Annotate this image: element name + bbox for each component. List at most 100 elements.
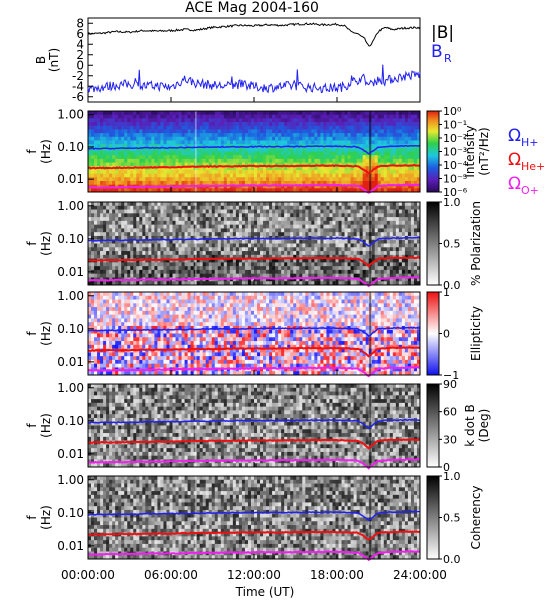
colorbar-tick-label: 0.5	[443, 512, 461, 525]
gyrofrequency-h-line	[87, 326, 421, 338]
y-axis-unit: (Hz)	[39, 231, 53, 256]
y-tick-label: 0.01	[57, 265, 84, 279]
panel-polarization: 1.00 0.10 0.01 f (Hz) 1.0 0.5 0.0 % Polarization	[25, 196, 483, 292]
colorbar-tick-label: 10⁻¹	[443, 119, 467, 132]
gyrofrequency-he-line	[87, 438, 421, 450]
colorbar-tick-label: 90	[443, 378, 457, 391]
colorbar-ellipticity	[426, 291, 440, 376]
colorbar-polarization	[426, 201, 440, 286]
gyrofrequency-he-line	[87, 530, 421, 541]
y-tick-label: 8	[76, 16, 84, 30]
panel-frame	[87, 17, 421, 103]
gyro-legend-subscript: O+	[521, 184, 539, 197]
panel-intensity: 1.00 0.10 0.01 f (Hz) 10⁰10⁻¹10⁻²10⁻³10⁻⁴10⁻⁵…	[25, 105, 545, 199]
y-axis-unit: (Hz)	[39, 139, 53, 164]
y-tick-label: 1.00	[57, 108, 84, 122]
y-axis-unit: (Hz)	[39, 505, 53, 530]
colorbar-tick-label: 0.0	[443, 553, 461, 566]
colorbar-tick-label: 10⁻³	[443, 146, 467, 159]
gyrofrequency-o-line	[88, 365, 421, 378]
y-tick-label: 1.00	[57, 473, 84, 487]
legend-br-subscript: R	[444, 52, 452, 65]
legend-b-magnitude: |B|	[431, 23, 454, 43]
gyro-legend-symbol: Ω	[508, 126, 521, 146]
x-tick-label: 06:00:00	[144, 568, 198, 582]
x-tick-label: 12:00:00	[227, 568, 281, 582]
colorbar-tick-label: 10⁻⁵	[443, 173, 467, 186]
colorbar-tick-label: 1.0	[443, 470, 461, 483]
colorbar-tick-label: −1	[443, 369, 459, 382]
colorbar-tick-label: 0.0	[443, 279, 461, 292]
spectrogram-polarization	[88, 202, 421, 286]
spectrogram-kdotb	[88, 384, 421, 468]
gyrofrequency-he-line	[87, 346, 421, 358]
colorbar-tick-label: 0	[443, 328, 450, 341]
y-tick-label: 0.10	[57, 506, 84, 520]
colorbar-tick-label: 30	[443, 433, 457, 446]
colorbar-label: k dot B	[463, 404, 477, 446]
gyrofrequency-h-line	[87, 418, 421, 430]
panel-coherency: 1.00 0.10 0.01 f (Hz) 1.0 0.5 0.0 Coherency	[25, 470, 483, 566]
colorbar-tick-label: 1	[443, 286, 450, 299]
x-tick-label: 24:00:00	[393, 568, 447, 582]
series-br-line	[87, 64, 421, 94]
y-tick-label: -6	[72, 90, 84, 104]
gyro-legend-symbol: Ω	[508, 174, 521, 194]
y-tick-label: 0.01	[57, 172, 84, 186]
series-b-line	[87, 22, 421, 47]
y-tick-label: 0	[76, 58, 84, 72]
y-tick-label: 2	[76, 48, 84, 62]
y-axis-unit: (Hz)	[39, 321, 53, 346]
gyrofrequency-h-line	[87, 144, 421, 155]
colorbar-unit: (Deg)	[477, 409, 491, 443]
chart-title: ACE Mag 2004-160	[185, 0, 319, 16]
y-tick-label: 0.10	[57, 140, 84, 154]
y-axis-unit: (Hz)	[39, 413, 53, 438]
y-axis-label: f	[25, 149, 39, 154]
colorbar-tick-label: 1.0	[443, 196, 461, 209]
colorbar-tick-label: 10⁰	[443, 105, 462, 118]
x-tick-label: 18:00:00	[310, 568, 364, 582]
colorbar-tick-label: 0.5	[443, 238, 461, 251]
y-axis-unit: (nT)	[47, 48, 61, 72]
gyrofrequency-h-line	[87, 236, 421, 247]
colorbar-label: Intensity	[463, 125, 477, 177]
gyrofrequency-he-line	[87, 256, 421, 268]
colorbar-label: % Polarization	[469, 201, 483, 286]
gyrofrequency-o-line	[88, 183, 421, 194]
y-tick-label: 0.01	[57, 447, 84, 461]
panel-kdotb: 1.00 0.10 0.01 f (Hz) 90 60 30 0 k dot B (Deg)	[25, 378, 491, 474]
colorbar-kdotb	[426, 383, 440, 468]
panel-ellipticity: 1.00 0.10 0.01 f (Hz) 1 0 −1 Ellipticity	[25, 286, 483, 382]
y-axis-label: f	[25, 515, 39, 520]
gyro-legend-subscript: H+	[521, 136, 539, 149]
y-tick-label: 1.00	[57, 199, 84, 213]
colorbar-label: Ellipticity	[469, 306, 483, 361]
y-tick-label: -4	[72, 79, 84, 93]
colorbar-tick-label: 10⁻⁴	[443, 159, 468, 172]
y-tick-label: 0.10	[57, 414, 84, 428]
colorbar-tick-label: 60	[443, 406, 457, 419]
colorbar-unit: (nT²/Hz)	[477, 127, 491, 175]
colorbar-coherency	[426, 475, 440, 560]
y-axis-label: f	[25, 241, 39, 246]
y-tick-label: -2	[72, 69, 84, 83]
colorbar-intensity	[426, 110, 440, 193]
gyrofrequency-h-line	[88, 510, 421, 522]
colorbar-tick-label: 10⁻⁶	[443, 186, 468, 199]
x-tick-label: 00:00:00	[61, 568, 115, 582]
gyro-legend-symbol: Ω	[508, 150, 521, 170]
y-axis-label: f	[25, 423, 39, 428]
y-tick-label: 1.00	[57, 289, 84, 303]
colorbar-label: Coherency	[469, 485, 483, 549]
y-tick-label: 4	[76, 37, 84, 51]
gyrofrequency-he-line	[87, 163, 421, 175]
legend-br: B	[431, 42, 443, 62]
colorbar-tick-label: 0	[443, 461, 450, 474]
y-tick-label: 0.10	[57, 232, 84, 246]
gyrofrequency-o-line	[88, 458, 421, 470]
gyrofrequency-o-line	[87, 276, 421, 288]
